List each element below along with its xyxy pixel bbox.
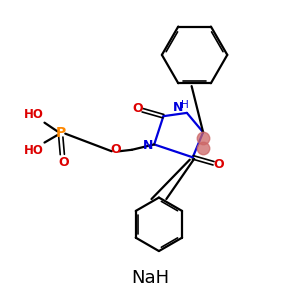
Text: H: H <box>181 100 188 110</box>
Text: N: N <box>142 140 153 152</box>
Text: HO: HO <box>24 143 44 157</box>
Text: NaH: NaH <box>131 269 169 287</box>
Text: O: O <box>214 158 224 171</box>
Text: O: O <box>58 156 69 169</box>
Text: N: N <box>173 101 184 114</box>
Text: O: O <box>110 143 121 156</box>
Text: O: O <box>132 102 142 115</box>
Text: P: P <box>56 126 66 140</box>
Text: HO: HO <box>24 108 44 122</box>
